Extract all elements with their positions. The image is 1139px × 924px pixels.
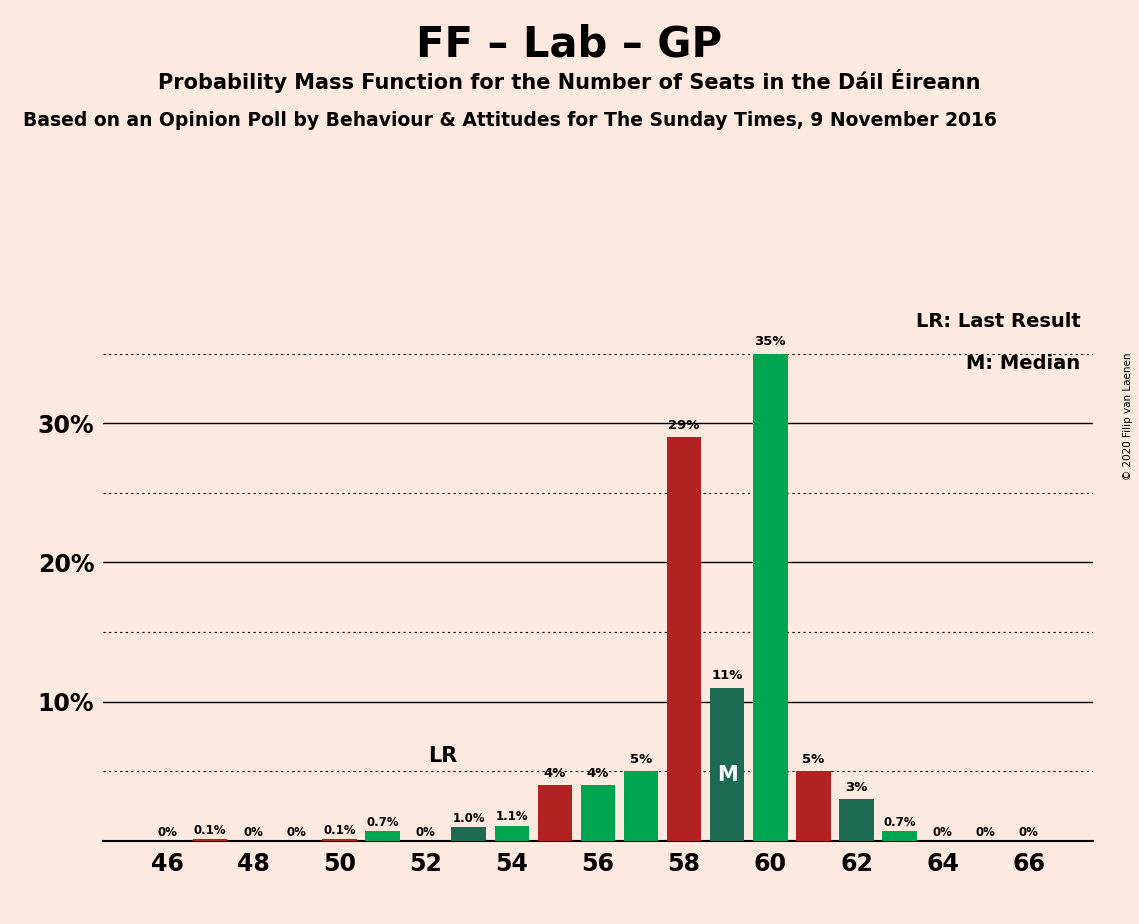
Bar — [839, 799, 874, 841]
Text: 3%: 3% — [845, 781, 868, 794]
Text: M: Median: M: Median — [966, 354, 1081, 372]
Text: 0%: 0% — [416, 826, 435, 839]
Text: Probability Mass Function for the Number of Seats in the Dáil Éireann: Probability Mass Function for the Number… — [158, 69, 981, 93]
Text: 4%: 4% — [587, 767, 609, 780]
Text: 0%: 0% — [1019, 826, 1039, 839]
Text: 0.1%: 0.1% — [323, 824, 355, 837]
Text: 0%: 0% — [244, 826, 263, 839]
Text: LR: LR — [428, 746, 458, 766]
Text: 5%: 5% — [630, 753, 653, 766]
Text: 29%: 29% — [669, 419, 699, 432]
Text: 0%: 0% — [933, 826, 952, 839]
Text: 35%: 35% — [754, 335, 786, 348]
Bar — [624, 772, 658, 841]
Bar — [667, 437, 702, 841]
Text: M: M — [716, 765, 738, 785]
Text: LR: Last Result: LR: Last Result — [916, 312, 1081, 331]
Bar — [192, 839, 228, 841]
Bar — [796, 772, 830, 841]
Text: FF – Lab – GP: FF – Lab – GP — [417, 23, 722, 65]
Text: 11%: 11% — [712, 669, 743, 682]
Text: 5%: 5% — [802, 753, 825, 766]
Bar — [494, 825, 528, 841]
Text: Based on an Opinion Poll by Behaviour & Attitudes for The Sunday Times, 9 Novemb: Based on an Opinion Poll by Behaviour & … — [23, 111, 997, 130]
Bar — [581, 785, 615, 841]
Text: 0.7%: 0.7% — [367, 816, 399, 829]
Bar — [883, 831, 917, 841]
Bar — [366, 831, 400, 841]
Text: 0%: 0% — [157, 826, 177, 839]
Text: 0.1%: 0.1% — [194, 824, 227, 837]
Bar — [538, 785, 572, 841]
Bar — [322, 839, 357, 841]
Bar — [710, 687, 745, 841]
Text: 0%: 0% — [286, 826, 306, 839]
Text: 1.0%: 1.0% — [452, 812, 485, 825]
Bar — [451, 827, 486, 841]
Bar — [753, 354, 787, 841]
Text: 0%: 0% — [976, 826, 995, 839]
Text: 0.7%: 0.7% — [883, 816, 916, 829]
Text: 1.1%: 1.1% — [495, 810, 528, 823]
Text: 4%: 4% — [543, 767, 566, 780]
Text: © 2020 Filip van Laenen: © 2020 Filip van Laenen — [1123, 352, 1133, 480]
